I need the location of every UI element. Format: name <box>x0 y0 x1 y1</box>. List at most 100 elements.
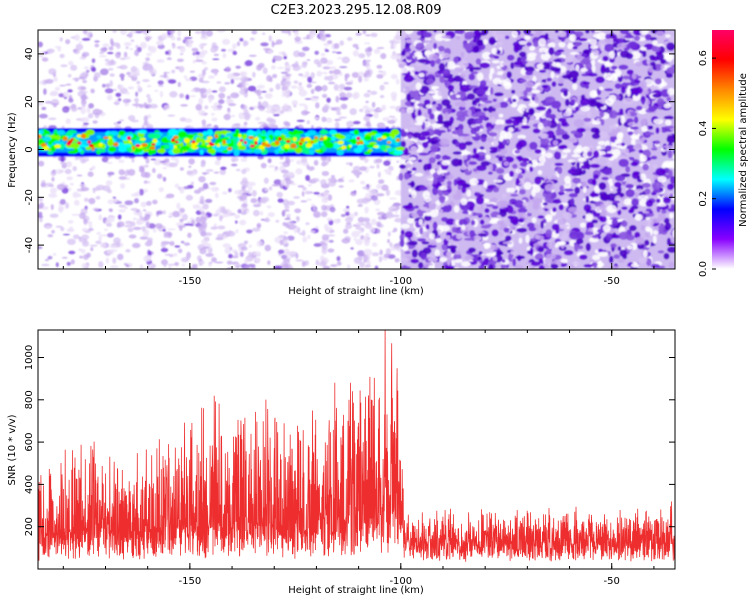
noise-speckle <box>301 110 309 116</box>
noise-speckle-dense <box>578 37 588 42</box>
noise-speckle <box>195 103 203 111</box>
noise-streak <box>365 47 373 52</box>
noise-speckle <box>261 90 267 93</box>
ridge-signal <box>325 141 334 149</box>
noise-speckle <box>306 198 312 201</box>
noise-streak <box>81 103 86 108</box>
noise-speckle-dense <box>539 133 549 139</box>
noise-speckle <box>328 239 334 243</box>
noise-speckle-dense <box>652 40 658 46</box>
noise-speckle-dense <box>414 71 420 75</box>
noise-speckle <box>291 252 296 255</box>
noise-speckle <box>217 233 224 239</box>
noise-speckle <box>160 247 169 253</box>
noise-speckle <box>383 168 393 173</box>
noise-speckle-dense <box>592 254 601 261</box>
noise-speckle-dense <box>535 106 547 111</box>
noise-speckle-dense <box>644 231 651 238</box>
noise-speckle-dense <box>475 192 480 198</box>
noise-speckle-dense <box>518 78 527 83</box>
ridge-peak <box>54 144 61 149</box>
noise-speckle <box>179 52 184 56</box>
noise-speckle <box>365 34 371 37</box>
noise-speckle-dense <box>433 136 440 140</box>
noise-speckle <box>340 213 346 218</box>
noise-speckle-dense <box>456 233 463 240</box>
noise-speckle <box>378 70 384 73</box>
noise-speckle-dense <box>638 257 648 264</box>
noise-speckle <box>377 107 385 111</box>
noise-speckle-dense <box>582 81 591 85</box>
noise-speckle-dense <box>487 171 493 175</box>
noise-speckle <box>349 80 354 83</box>
noise-speckle <box>58 207 63 214</box>
noise-speckle <box>285 183 290 189</box>
noise-streak <box>201 119 207 126</box>
noise-speckle-dense <box>446 231 452 236</box>
noise-speckle-dense <box>534 95 540 104</box>
noise-speckle <box>56 183 66 191</box>
noise-speckle-dense <box>403 147 409 156</box>
noise-speckle <box>211 186 220 192</box>
noise-speckle-dense <box>527 52 537 57</box>
ridge-signal <box>387 132 397 137</box>
noise-speckle-dense <box>496 65 501 70</box>
noise-speckle-dense <box>516 227 528 233</box>
noise-speckle-dense <box>570 51 580 55</box>
noise-speckle <box>156 210 163 215</box>
noise-speckle-dense <box>466 93 476 100</box>
noise-speckle-dense <box>402 204 413 210</box>
noise-speckle-dense <box>577 157 587 162</box>
noise-speckle <box>295 253 299 259</box>
noise-speckle <box>140 201 147 208</box>
noise-speckle-dense <box>405 163 412 168</box>
noise-speckle-dense <box>428 181 434 185</box>
noise-speckle-dense <box>499 101 509 109</box>
noise-speckle <box>306 120 310 125</box>
noise-speckle-dense <box>422 40 433 44</box>
noise-speckle <box>266 205 272 209</box>
noise-speckle <box>98 235 102 242</box>
noise-speckle <box>204 105 209 110</box>
noise-speckle-dense <box>494 92 504 97</box>
noise-streak <box>321 246 328 250</box>
noise-speckle <box>231 114 236 118</box>
ridge-max <box>299 142 303 146</box>
noise-speckle <box>267 123 272 127</box>
noise-streak <box>321 204 327 211</box>
noise-speckle-dense <box>651 147 658 151</box>
noise-speckle <box>296 216 300 223</box>
noise-speckle <box>148 223 156 229</box>
noise-speckle-dense <box>593 49 600 56</box>
noise-streak <box>366 120 371 127</box>
noise-speckle <box>207 123 212 127</box>
noise-speckle <box>249 37 255 41</box>
noise-speckle-dense <box>439 138 450 147</box>
noise-speckle-dense <box>484 242 491 249</box>
ridge-peak <box>314 136 319 140</box>
ridge-signal <box>42 136 52 142</box>
noise-speckle-dense <box>514 149 521 154</box>
noise-speckle <box>70 64 78 71</box>
ridge-signal <box>199 144 207 149</box>
spectrogram-y-label: Frequency (Hz) <box>7 112 18 188</box>
noise-speckle-dense <box>642 50 647 58</box>
noise-speckle-dense <box>430 59 436 68</box>
noise-speckle <box>107 51 114 55</box>
noise-speckle-dense <box>667 246 675 253</box>
noise-speckle <box>185 78 192 82</box>
noise-speckle <box>233 77 242 81</box>
noise-speckle <box>339 40 345 46</box>
noise-speckle-dense <box>630 161 639 167</box>
y-tick-label: -20 <box>24 189 35 205</box>
noise-streak <box>366 260 371 265</box>
noise-speckle-dense <box>651 56 659 62</box>
noise-speckle <box>295 168 303 175</box>
noise-streak <box>324 239 329 244</box>
noise-speckle <box>308 166 315 171</box>
noise-streak <box>320 53 326 57</box>
noise-speckle-dense <box>427 107 433 115</box>
noise-speckle <box>275 219 280 223</box>
ridge-signal <box>96 135 102 139</box>
noise-speckle-dense <box>498 113 504 118</box>
